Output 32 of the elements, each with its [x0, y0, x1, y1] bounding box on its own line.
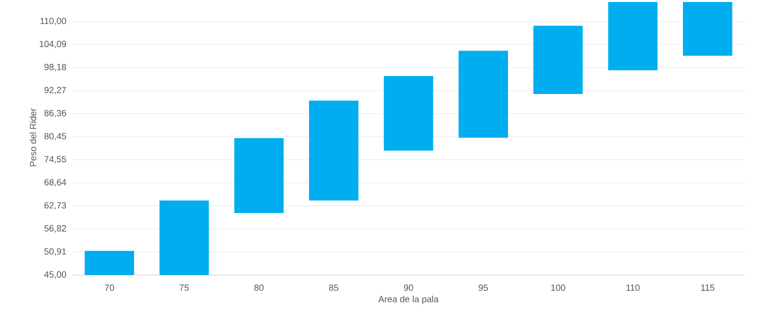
- x-tick-label: 80: [254, 284, 264, 291]
- bar: [458, 50, 508, 138]
- y-tick-label: 98,18: [44, 64, 66, 72]
- y-tick-label: 92,27: [44, 86, 66, 94]
- y-tick-label: 62,73: [44, 202, 66, 210]
- x-tick-label: 85: [329, 284, 338, 291]
- x-tick-label: 70: [104, 284, 114, 291]
- y-tick-label: 68,64: [44, 179, 66, 186]
- y-tick-label: 56,82: [44, 225, 66, 233]
- x-axis-title: Area de la pala: [378, 296, 439, 304]
- x-tick-label: 100: [551, 284, 566, 291]
- y-tick-label: 104,09: [40, 40, 66, 48]
- x-tick-label: 110: [626, 284, 640, 291]
- bar: [309, 100, 358, 200]
- y-tick-label: 74,55: [44, 156, 66, 164]
- x-tick-label: 115: [701, 284, 714, 291]
- bar: [384, 76, 434, 151]
- bar: [608, 2, 658, 70]
- bar: [159, 200, 209, 275]
- bar: [234, 138, 284, 213]
- x-tick-label: 90: [404, 284, 414, 291]
- y-tick-label: 45,00: [44, 271, 66, 279]
- y-tick-label: 110,00: [40, 18, 66, 26]
- bar: [682, 2, 732, 56]
- bar: [533, 26, 583, 94]
- y-tick-label: 86,36: [44, 110, 66, 118]
- y-tick-label: 50,91: [44, 248, 66, 256]
- x-tick-label: 75: [180, 284, 189, 291]
- y-tick-label: 80,45: [44, 133, 66, 140]
- bar: [84, 250, 134, 275]
- x-tick-label: 95: [478, 284, 488, 291]
- y-axis-title: Peso del Rider: [30, 108, 36, 166]
